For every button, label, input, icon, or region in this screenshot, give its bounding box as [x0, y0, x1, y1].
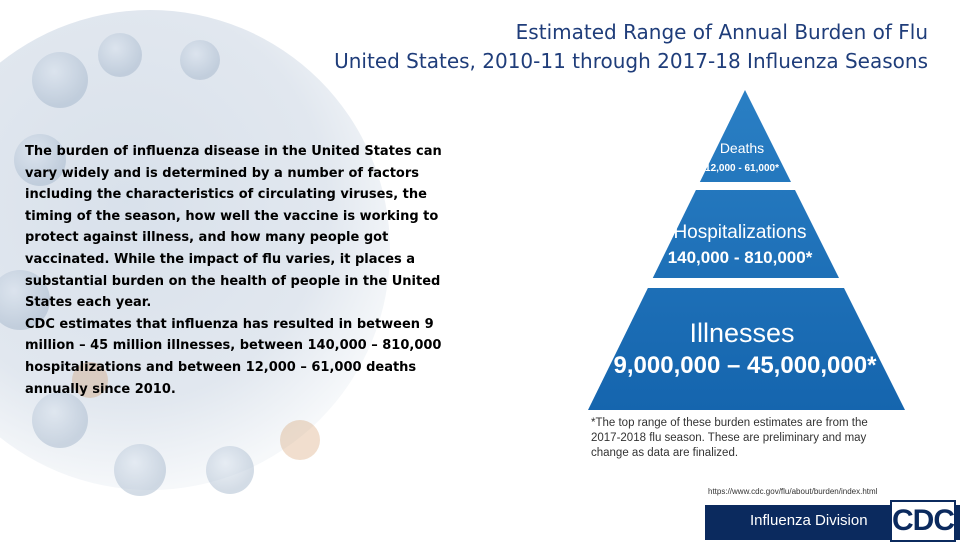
slide-title: Estimated Range of Annual Burden of Flu … — [334, 18, 928, 76]
body-line: States each year. — [25, 295, 152, 311]
burden-pyramid: Deaths 12,000 - 61,000* Hospitalizations… — [580, 90, 910, 410]
division-name: Influenza Division — [750, 512, 868, 529]
body-line: protect against illness, and how many pe… — [25, 230, 389, 246]
tier-label: Deaths — [720, 140, 764, 156]
footnote: *The top range of these burden estimates… — [591, 416, 868, 461]
body-line: vary widely and is determined by a numbe… — [25, 165, 420, 181]
footnote-line: *The top range of these burden estimates… — [591, 417, 868, 429]
body-line: million – 45 million illnesses, between … — [25, 338, 442, 354]
tier-gap — [580, 278, 910, 288]
tier-label: Illnesses — [689, 318, 794, 348]
footnote-line: 2017-2018 flu season. These are prelimin… — [591, 432, 867, 444]
body-line: timing of the season, how well the vacci… — [25, 208, 439, 224]
pyramid-shape — [588, 90, 905, 410]
tier-range: 12,000 - 61,000* — [705, 163, 779, 174]
title-line: United States, 2010-11 through 2017-18 I… — [334, 49, 928, 73]
tier-gap — [580, 182, 910, 190]
tier-label: Hospitalizations — [673, 222, 806, 243]
body-line: vaccinated. While the impact of flu vari… — [25, 251, 416, 267]
virus-background — [0, 10, 390, 496]
body-line: including the characteristics of circula… — [25, 187, 427, 203]
title-line: Estimated Range of Annual Burden of Flu — [515, 20, 928, 44]
body-line: hospitalizations and between 12,000 – 61… — [25, 359, 417, 375]
tier-range: 9,000,000 – 45,000,000* — [614, 352, 878, 379]
body-line: CDC estimates that influenza has resulte… — [25, 316, 434, 332]
footnote-line: change as data are finalized. — [591, 447, 739, 459]
body-line: The burden of influenza disease in the U… — [25, 144, 442, 159]
body-text: The burden of influenza disease in the U… — [25, 141, 465, 400]
body-line: substantial burden on the health of peop… — [25, 273, 441, 289]
tier-range: 140,000 - 810,000* — [668, 248, 813, 267]
cdc-logo: CDC — [890, 500, 956, 542]
body-line: annually since 2010. — [25, 381, 176, 397]
source-url: https://www.cdc.gov/flu/about/burden/ind… — [708, 487, 878, 496]
